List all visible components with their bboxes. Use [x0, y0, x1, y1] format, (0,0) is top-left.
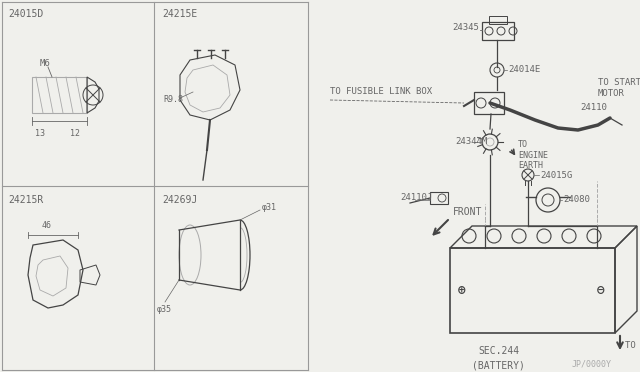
Text: TO STARTER
MOTOR: TO STARTER MOTOR — [598, 78, 640, 98]
Text: 24269J: 24269J — [162, 195, 197, 205]
Text: FRONT: FRONT — [453, 207, 483, 217]
Text: (BATTERY): (BATTERY) — [472, 360, 525, 370]
Bar — [474, 92, 504, 114]
Text: 24080: 24080 — [563, 196, 590, 205]
Text: TO
ENGINE
EARTH: TO ENGINE EARTH — [518, 140, 548, 170]
Text: 46: 46 — [42, 221, 52, 231]
Text: 24344M: 24344M — [455, 138, 487, 147]
Text: SEC.244: SEC.244 — [478, 346, 519, 356]
Text: 24215R: 24215R — [8, 195, 44, 205]
Text: ⊖: ⊖ — [597, 283, 605, 296]
Text: ⊕: ⊕ — [458, 283, 465, 296]
Text: 24015G: 24015G — [540, 170, 572, 180]
Text: 24215E: 24215E — [162, 9, 197, 19]
Text: TO BODY EARTH: TO BODY EARTH — [625, 340, 640, 350]
Text: 24014E: 24014E — [508, 65, 540, 74]
Text: φ31: φ31 — [262, 203, 277, 212]
Bar — [482, 22, 514, 40]
Bar — [489, 16, 507, 24]
Text: φ35: φ35 — [157, 305, 172, 314]
Text: 24015D: 24015D — [8, 9, 44, 19]
Text: 24345: 24345 — [452, 23, 479, 32]
Text: 12: 12 — [70, 128, 80, 138]
Text: M6: M6 — [40, 58, 51, 67]
Text: 24110: 24110 — [580, 103, 607, 112]
Text: JP/0000Y: JP/0000Y — [572, 359, 612, 369]
Bar — [430, 192, 448, 204]
Text: TO FUSIBLE LINK BOX: TO FUSIBLE LINK BOX — [330, 87, 432, 96]
Text: R9.8: R9.8 — [163, 96, 183, 105]
Bar — [450, 248, 615, 333]
Text: 13: 13 — [35, 128, 45, 138]
Text: 24110J: 24110J — [400, 193, 432, 202]
